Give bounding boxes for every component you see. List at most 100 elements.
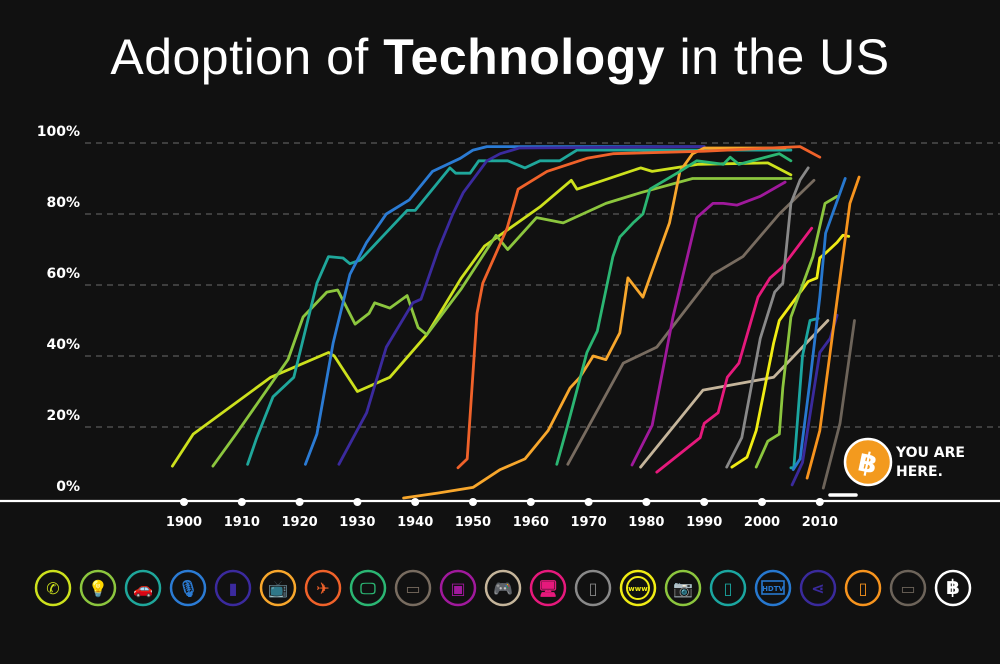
- series-line-camera: [754, 194, 839, 469]
- series-line-smartphone: [805, 175, 861, 480]
- x-tick-dot: [700, 498, 709, 506]
- series-line-game-controller: [639, 319, 830, 469]
- legend-item-credit-card: ▭: [394, 569, 432, 607]
- legend-item-cell-phone: ▯: [574, 569, 612, 607]
- x-tick-dot: [237, 498, 246, 506]
- you-are-here-line2: HERE.: [896, 464, 943, 480]
- legend-ring: [844, 569, 882, 607]
- series-line-car: [246, 148, 793, 466]
- legend-item-tablet: ▭: [889, 569, 927, 607]
- legend-item-airplane: ✈: [304, 569, 342, 607]
- series-line-microphone: [304, 145, 706, 466]
- series-line-monitor: [555, 152, 793, 466]
- series-line-airplane: [456, 145, 822, 470]
- you-are-here-label: YOU ARE HERE.: [896, 444, 965, 482]
- camera-icon: 📷: [673, 579, 693, 598]
- legend-ring: [439, 569, 477, 607]
- legend-item-refrigerator: ▮: [214, 569, 252, 607]
- smartphone-icon: ▯: [859, 579, 868, 598]
- series-line-desktop-computer: [655, 226, 814, 474]
- x-tick-dot: [815, 498, 824, 506]
- legend-item-television: 📺: [259, 569, 297, 607]
- refrigerator-icon: ▮: [229, 579, 238, 598]
- x-tick-dot: [526, 498, 535, 506]
- legend-ring: [709, 569, 747, 607]
- legend-ring: [124, 569, 162, 607]
- x-tick-label: 1930: [339, 515, 375, 530]
- mp3-player-icon: ▯: [724, 579, 733, 598]
- legend-ring: [574, 569, 612, 607]
- hdtv-frame: [761, 580, 785, 595]
- x-tick-label: 1940: [397, 515, 433, 530]
- legend-item-bitcoin: ฿: [934, 569, 972, 607]
- cell-phone-icon: ▯: [589, 579, 598, 598]
- y-tick-label: 60%: [46, 266, 80, 282]
- series-line-credit-card: [566, 178, 816, 466]
- legend-item-monitor: 🖵: [349, 569, 387, 607]
- x-tick-label: 1920: [282, 515, 318, 530]
- legend-ring: [34, 569, 72, 607]
- lightbulb-icon: 💡: [88, 579, 108, 598]
- legend-ring: [169, 569, 207, 607]
- x-tick-dot: [180, 498, 188, 506]
- y-tick-label: 0%: [56, 479, 80, 495]
- legend-item-game-controller: 🎮: [484, 569, 522, 607]
- x-tick-dot: [295, 498, 304, 506]
- legend-ring: [934, 569, 972, 607]
- legend-item-desktop-computer: 🖥: [529, 569, 567, 607]
- series-line-www: [730, 233, 851, 469]
- y-tick-label: 80%: [46, 195, 80, 211]
- x-tick-dot: [758, 498, 766, 506]
- legend-item-lightbulb: 💡: [79, 569, 117, 607]
- x-tick-label: 1950: [455, 515, 491, 530]
- title-bold: Technology: [383, 29, 666, 85]
- legend-ring: [484, 569, 522, 607]
- x-tick-label: 1990: [686, 515, 722, 530]
- legend-item-smartphone: ▯: [844, 569, 882, 607]
- x-tick-label: 1980: [628, 515, 664, 530]
- legend-item-car: 🚗: [124, 569, 162, 607]
- series-line-cell-phone: [725, 166, 810, 469]
- x-tick-label: 1910: [224, 515, 260, 530]
- x-tick-label: 2000: [744, 515, 780, 530]
- series-line-refrigerator: [337, 145, 706, 466]
- y-tick-label: 40%: [46, 337, 80, 353]
- legend-ring: [304, 569, 342, 607]
- airplane-icon: ✈: [316, 579, 329, 598]
- series-line-tablet: [821, 319, 856, 490]
- desktop-computer-icon: 🖥: [538, 579, 558, 598]
- series-line-microwave: [630, 180, 787, 467]
- y-tick-label: 20%: [46, 408, 80, 424]
- game-controller-icon: 🎮: [493, 579, 513, 598]
- www-icon: www: [628, 585, 648, 593]
- legend-item-microphone: 🎙: [169, 569, 207, 607]
- www-ring: [626, 576, 650, 600]
- microphone-icon: 🎙: [178, 579, 198, 598]
- legend-item-microwave: ▣: [439, 569, 477, 607]
- x-tick-label: 1960: [513, 515, 549, 530]
- series-line-hdtv: [791, 177, 847, 471]
- legend-ring: [889, 569, 927, 607]
- page-title: Adoption of Technology in the US: [0, 28, 1000, 86]
- legend-ring: [619, 569, 657, 607]
- x-tick-dot: [584, 498, 593, 506]
- credit-card-icon: ▭: [405, 579, 420, 598]
- legend-ring: [394, 569, 432, 607]
- tablet-icon: ▭: [900, 579, 915, 598]
- legend-ring: [799, 569, 837, 607]
- legend-ring: [754, 569, 792, 607]
- legend-ring: [664, 569, 702, 607]
- legend-item-camera: 📷: [664, 569, 702, 607]
- share-icon: ⋖: [811, 579, 824, 598]
- television-icon: 📺: [268, 579, 288, 598]
- legend-ring: [349, 569, 387, 607]
- series-line-telephone: [171, 161, 793, 468]
- monitor-icon: 🖵: [360, 579, 376, 598]
- car-icon: 🚗: [133, 579, 153, 598]
- x-tick-dot: [353, 498, 362, 506]
- telephone-icon: ✆: [46, 579, 59, 598]
- legend-item-www: www: [619, 569, 657, 607]
- bitcoin-badge-circle: [843, 437, 893, 487]
